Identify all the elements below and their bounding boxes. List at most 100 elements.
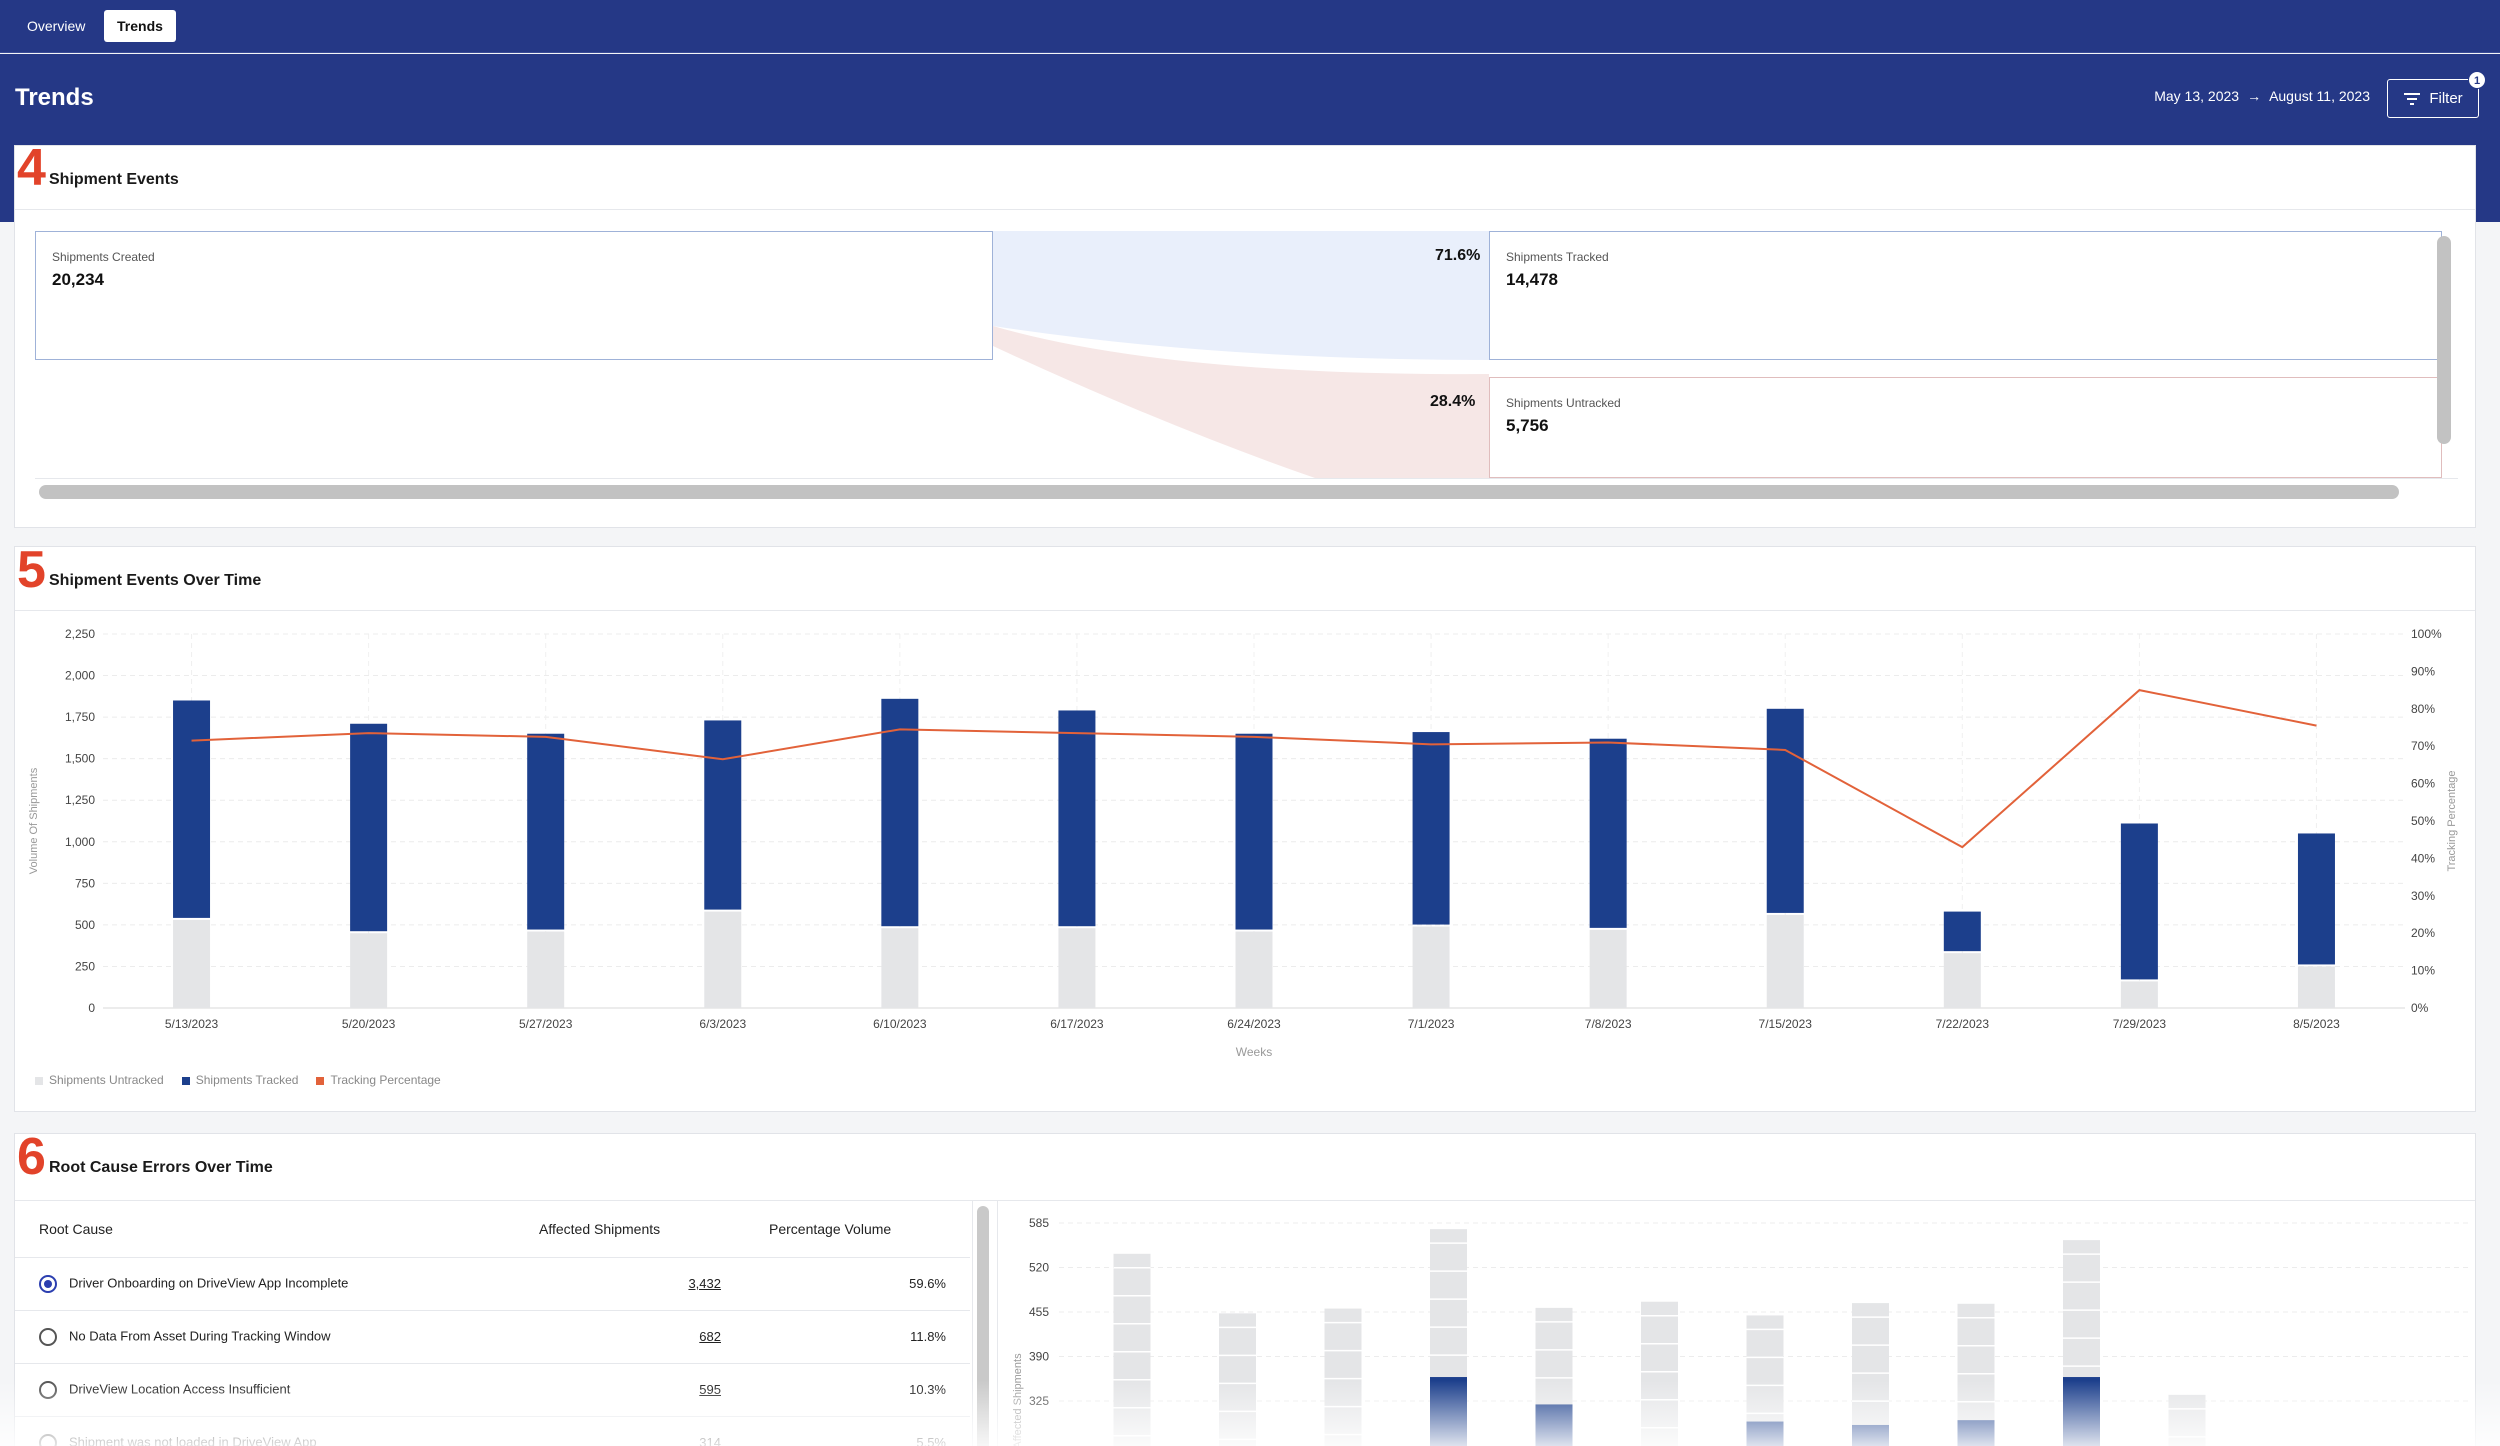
bar-untracked <box>704 911 742 1008</box>
table-row[interactable]: Shipment was not loaded in DriveView App… <box>15 1416 970 1446</box>
bar-untracked <box>881 928 919 1008</box>
filter-label: Filter <box>2429 90 2463 107</box>
legend-item-untracked[interactable]: Shipments Untracked <box>35 1073 164 1087</box>
date-range[interactable]: May 13, 2023 → August 11, 2023 <box>2154 88 2370 104</box>
y-tick-label: 750 <box>75 876 95 890</box>
radio-button[interactable] <box>39 1433 57 1446</box>
untracked-percentage: 28.4% <box>1430 393 1476 410</box>
bar-tracked <box>1535 1404 1573 1446</box>
affected-link[interactable]: 595 <box>699 1382 721 1397</box>
affected-link[interactable]: 3,432 <box>688 1276 721 1291</box>
untracked-value: 5,756 <box>1506 416 1549 435</box>
bar-untracked <box>1324 1308 1362 1446</box>
top-nav: Overview Trends <box>0 0 2500 53</box>
affected-cell: 682 <box>515 1310 745 1364</box>
affected-cell: 3,432 <box>515 1257 745 1311</box>
percentage-cell: 11.8% <box>745 1310 970 1364</box>
root-cause-label: Shipment was not loaded in DriveView App <box>69 1433 317 1446</box>
created-value: 20,234 <box>52 270 104 289</box>
bar-tracked <box>527 733 565 930</box>
bar-tracked <box>881 698 919 927</box>
root-cause-cell: Driver Onboarding on DriveView App Incom… <box>15 1257 515 1311</box>
x-tick-label: 6/17/2023 <box>1050 1017 1104 1031</box>
card-title: Shipment Events <box>49 171 179 188</box>
x-tick-label: 6/3/2023 <box>699 1017 746 1031</box>
tracked-label: Shipments Tracked <box>1506 250 1609 264</box>
page-title: Trends <box>15 84 94 111</box>
legend-item-tracked[interactable]: Shipments Tracked <box>181 1073 298 1087</box>
y-tick-label: 455 <box>1029 1305 1049 1319</box>
y2-tick-label: 10% <box>2411 964 2435 978</box>
table-header: Root Cause Affected Shipments Percentage… <box>15 1201 970 1258</box>
x-tick-label: 7/29/2023 <box>2113 1017 2167 1031</box>
arrow-right-icon: → <box>2247 88 2262 104</box>
root-cause-label: No Data From Asset During Tracking Windo… <box>69 1327 331 1343</box>
bar-tracked <box>350 723 388 932</box>
root-cause-cell: No Data From Asset During Tracking Windo… <box>15 1310 515 1364</box>
vertical-scrollbar[interactable] <box>2437 236 2451 444</box>
section-number: 6 <box>17 1128 46 1186</box>
bar-tracked <box>1746 1421 1784 1446</box>
y-tick-label: 0 <box>88 1001 95 1015</box>
y2-tick-label: 80% <box>2411 702 2435 716</box>
bar-untracked <box>1113 1253 1151 1446</box>
radio-button[interactable] <box>39 1380 57 1399</box>
bar-untracked <box>350 933 388 1008</box>
bar-tracked <box>173 700 211 918</box>
bar-untracked <box>1852 1303 1889 1446</box>
y2-tick-label: 100% <box>2411 627 2442 641</box>
percentage-cell: 5.5% <box>745 1416 970 1446</box>
bar-tracked <box>1058 710 1096 927</box>
table-row[interactable]: No Data From Asset During Tracking Windo… <box>15 1310 970 1364</box>
x-tick-label: 7/15/2023 <box>1759 1017 1813 1031</box>
affected-cell: 595 <box>515 1363 745 1417</box>
x-tick-label: 7/1/2023 <box>1408 1017 1455 1031</box>
col-percentage[interactable]: Percentage Volume <box>745 1201 970 1258</box>
y2-tick-label: 0% <box>2411 1001 2429 1015</box>
x-tick-label: 7/8/2023 <box>1585 1017 1632 1031</box>
bar-tracked <box>1412 732 1450 925</box>
table-row[interactable]: DriveView Location Access Insufficient 59… <box>15 1363 970 1417</box>
affected-link[interactable]: 314 <box>699 1435 721 1446</box>
date-from: May 13, 2023 <box>2154 88 2240 104</box>
bar-tracked <box>1589 738 1627 928</box>
affected-cell: 314 <box>515 1416 745 1446</box>
bar-untracked <box>1412 926 1450 1008</box>
x-tick-label: 5/13/2023 <box>165 1017 219 1031</box>
y-tick-label: 500 <box>75 918 95 932</box>
bar-untracked <box>527 931 565 1008</box>
bar-tracked <box>2120 823 2158 980</box>
y2-tick-label: 20% <box>2411 926 2435 940</box>
table-scrollbar[interactable] <box>977 1206 989 1446</box>
x-tick-label: 7/22/2023 <box>1936 1017 1990 1031</box>
bar-untracked <box>173 919 211 1008</box>
tab-trends[interactable]: Trends <box>104 10 176 42</box>
radio-button[interactable] <box>39 1327 57 1346</box>
card-title: Shipment Events Over Time <box>49 572 262 589</box>
events-over-time-chart: 0 250 500 750 1,000 1,250 1,500 1,750 2,000 2,250… <box>28 627 2458 1059</box>
x-tick-label: 5/20/2023 <box>342 1017 396 1031</box>
tracked-percentage: 71.6% <box>1435 247 1481 264</box>
filter-button[interactable]: Filter <box>2387 79 2479 118</box>
root-cause-label: Driver Onboarding on DriveView App Incom… <box>69 1274 349 1290</box>
horizontal-scrollbar[interactable] <box>39 485 2399 499</box>
card-title: Root Cause Errors Over Time <box>49 1159 273 1176</box>
y-tick-label: 1,500 <box>65 752 95 766</box>
bar-untracked <box>2168 1394 2206 1446</box>
affected-link[interactable]: 682 <box>699 1329 721 1344</box>
root-cause-cell: DriveView Location Access Insufficient <box>15 1363 515 1417</box>
tab-overview[interactable]: Overview <box>27 18 86 34</box>
date-to: August 11, 2023 <box>2269 88 2370 104</box>
percentage-cell: 10.3% <box>745 1363 970 1417</box>
bar-untracked <box>1766 914 1804 1008</box>
x-tick-label: 8/5/2023 <box>2293 1017 2340 1031</box>
col-affected[interactable]: Affected Shipments <box>515 1201 745 1258</box>
legend-item-percentage[interactable]: Tracking Percentage <box>316 1073 441 1087</box>
y2-tick-label: 40% <box>2411 851 2435 865</box>
radio-button[interactable] <box>39 1274 57 1293</box>
table-row[interactable]: Driver Onboarding on DriveView App Incom… <box>15 1257 970 1311</box>
bar-untracked <box>1235 931 1273 1008</box>
col-root-cause[interactable]: Root Cause <box>15 1201 515 1258</box>
root-cause-card: 6 Root Cause Errors Over Time Root Cause… <box>14 1128 2476 1446</box>
bar-untracked <box>1058 928 1096 1008</box>
